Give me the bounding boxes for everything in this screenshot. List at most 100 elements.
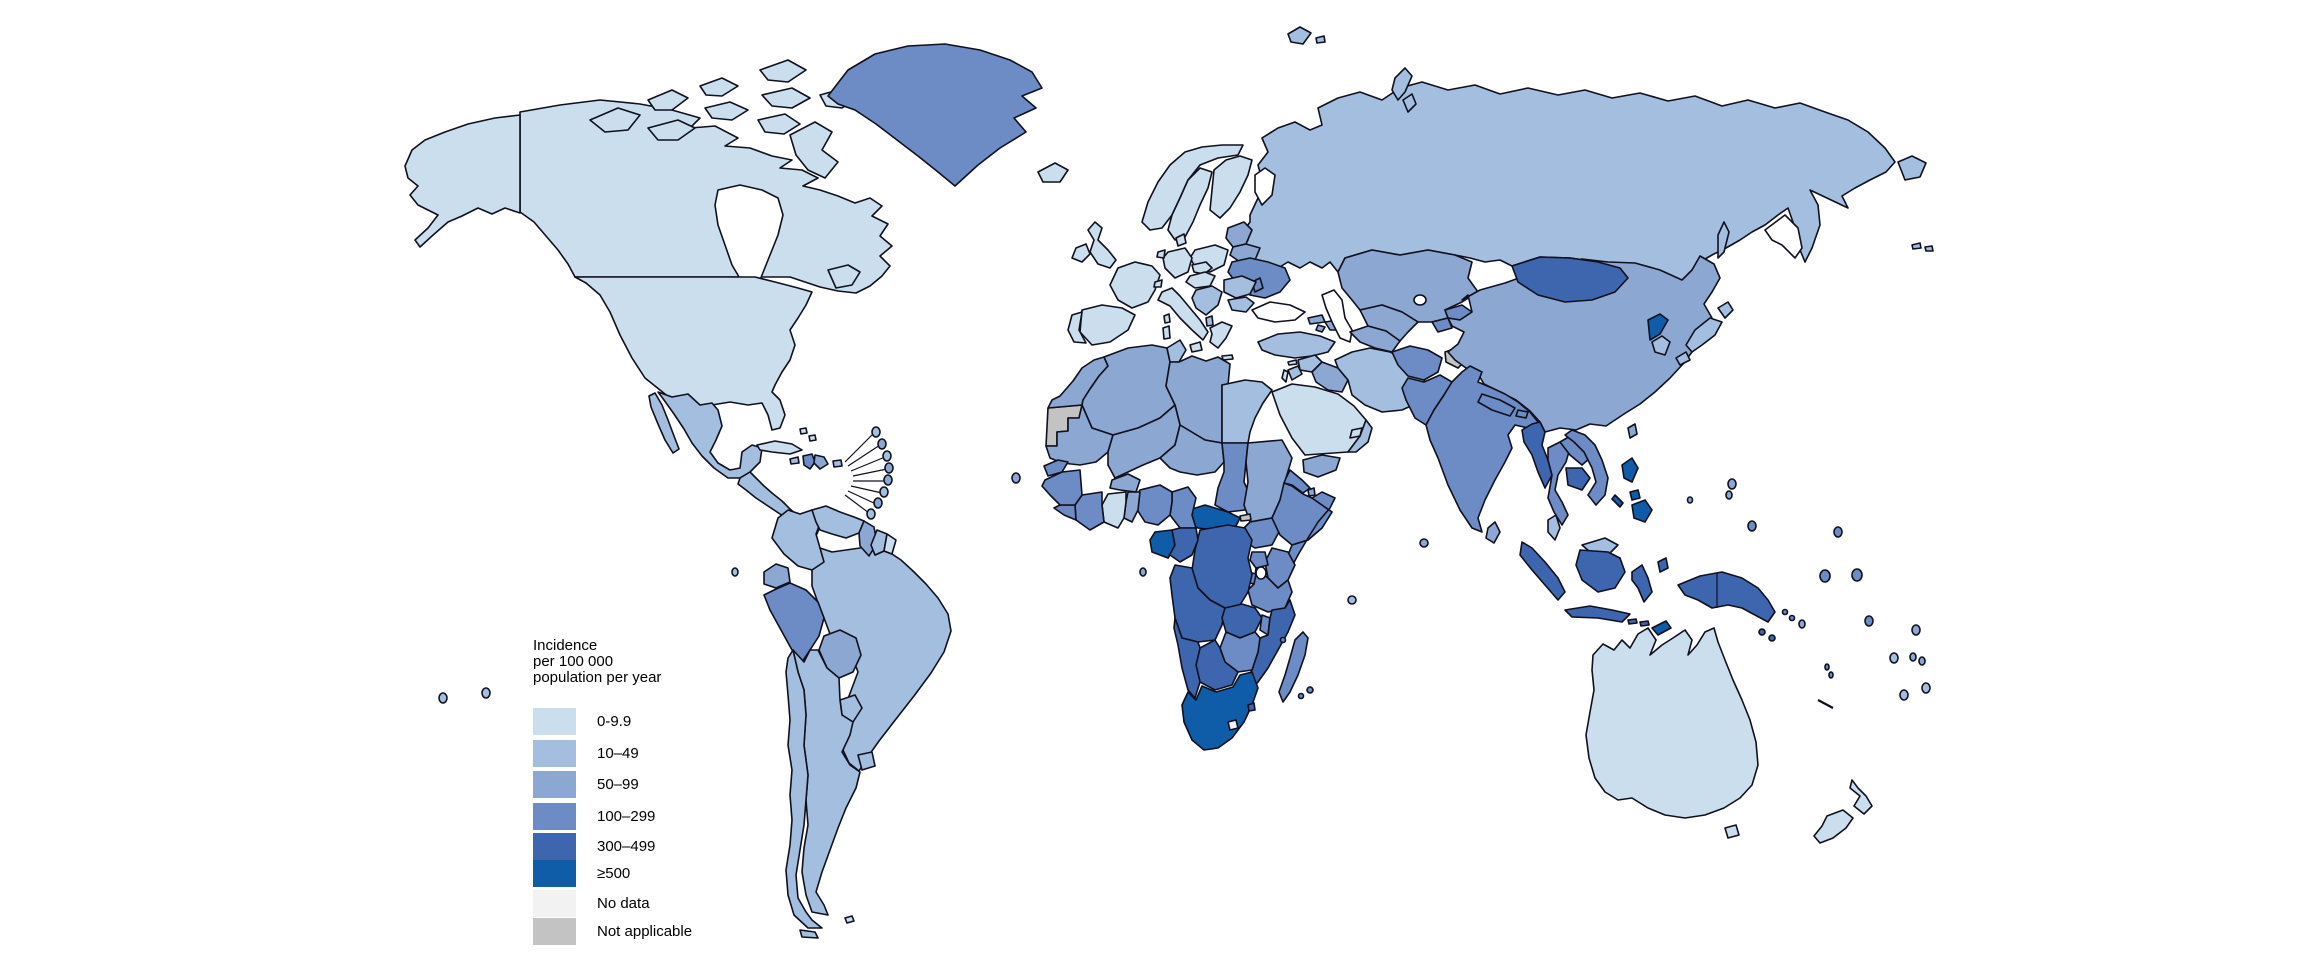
philippines-mindanao bbox=[1631, 499, 1653, 523]
country-sweden bbox=[1167, 167, 1213, 241]
country-greece bbox=[1209, 321, 1233, 349]
lake-victoria bbox=[1255, 566, 1267, 580]
country-yemen bbox=[1302, 454, 1341, 478]
island-newfoundland bbox=[827, 264, 861, 289]
pacific-island-west bbox=[481, 687, 491, 699]
island-tasmania bbox=[1724, 824, 1740, 839]
island-new-caledonia bbox=[1817, 699, 1834, 709]
islands-new-britain bbox=[1768, 634, 1776, 642]
country-australia bbox=[1585, 627, 1759, 819]
country-cuba bbox=[756, 440, 803, 455]
arctic-island bbox=[647, 89, 689, 111]
country-vietnam bbox=[1564, 429, 1609, 506]
country-uruguay bbox=[857, 751, 876, 771]
country-turkey bbox=[1257, 331, 1336, 359]
country-mauritania bbox=[1045, 404, 1114, 466]
japan-hokkaido bbox=[1717, 301, 1734, 319]
region-chukotka bbox=[1897, 155, 1927, 181]
country-timor-leste bbox=[1651, 620, 1672, 636]
country-south-korea bbox=[1651, 335, 1671, 356]
country-netherlands bbox=[1156, 249, 1166, 259]
country-mongolia bbox=[1511, 256, 1629, 303]
arctic-islet bbox=[1911, 242, 1922, 250]
island-antilles bbox=[879, 486, 889, 498]
arctic-island bbox=[699, 77, 739, 97]
white-sea bbox=[1254, 167, 1276, 206]
islands-lesser-sunda bbox=[1639, 620, 1650, 627]
legend-swatch-10-49 bbox=[533, 740, 576, 767]
pacific-island bbox=[1909, 652, 1917, 662]
islands-vanuatu bbox=[1828, 671, 1834, 679]
country-tajikistan bbox=[1431, 317, 1453, 333]
hudson-bay bbox=[714, 184, 784, 293]
country-nigeria bbox=[1135, 484, 1173, 526]
aral-sea bbox=[1413, 294, 1427, 306]
legend-label: 300–499 bbox=[597, 838, 656, 855]
region-guinea-sierra-leone bbox=[1041, 469, 1083, 506]
indonesia-sumatra bbox=[1519, 541, 1566, 601]
mexico-baja bbox=[648, 392, 680, 454]
islands-comoros bbox=[1279, 636, 1287, 644]
country-greenland bbox=[827, 43, 1043, 187]
island-novaya-zemlya bbox=[1402, 93, 1417, 113]
island-antilles bbox=[883, 474, 893, 486]
islands-bahamas bbox=[799, 427, 808, 435]
country-north-korea bbox=[1647, 313, 1669, 341]
island-corsica bbox=[1163, 313, 1171, 324]
pacific-island bbox=[1911, 624, 1921, 636]
country-romania bbox=[1223, 275, 1257, 299]
country-suriname bbox=[870, 529, 888, 556]
legend-title: Incidence per 100 000 population per yea… bbox=[533, 638, 773, 686]
callout-line bbox=[850, 485, 883, 494]
country-alaska bbox=[404, 114, 521, 248]
legend-swatch-500plus bbox=[533, 860, 576, 887]
country-canada bbox=[519, 99, 893, 294]
country-italy bbox=[1157, 287, 1209, 341]
legend-label: 100–299 bbox=[597, 808, 656, 825]
callout-line bbox=[847, 490, 877, 505]
malaysia-peninsula bbox=[1547, 514, 1561, 541]
islands-galapagos bbox=[731, 567, 739, 577]
islands-svalbard bbox=[1287, 26, 1312, 45]
country-nepal bbox=[1477, 393, 1516, 417]
country-burkina-faso bbox=[1109, 473, 1141, 493]
country-bhutan bbox=[1515, 409, 1529, 419]
country-tunisia bbox=[1166, 339, 1187, 363]
country-eswatini bbox=[1247, 702, 1256, 712]
legend-label: No data bbox=[597, 895, 650, 912]
country-senegal bbox=[1043, 459, 1069, 477]
callout-line bbox=[850, 456, 886, 472]
island-sardinia bbox=[1162, 325, 1171, 340]
legend-title-line3: population per year bbox=[533, 669, 662, 686]
legend: Incidence per 100 000 population per yea… bbox=[533, 638, 773, 945]
island-mauritius bbox=[1306, 686, 1314, 694]
islands-svalbard bbox=[1315, 35, 1326, 44]
island-palau bbox=[1686, 496, 1694, 504]
country-ecuador bbox=[763, 563, 791, 589]
pacific-island bbox=[1747, 520, 1757, 532]
indonesia-sulawesi bbox=[1631, 564, 1653, 603]
callout-line bbox=[844, 494, 870, 514]
country-czech-slovakia bbox=[1191, 261, 1213, 275]
country-djibouti bbox=[1307, 487, 1316, 497]
island-tierra-del-fuego bbox=[799, 929, 819, 939]
arctic-island bbox=[757, 113, 801, 135]
country-lesotho bbox=[1227, 719, 1239, 731]
japan-honshu bbox=[1685, 317, 1723, 353]
island-sao-tome bbox=[1139, 567, 1147, 577]
pacific-island bbox=[1864, 615, 1874, 627]
islands-bougainville bbox=[1758, 628, 1766, 636]
legend-label: 10–49 bbox=[597, 745, 639, 762]
legend-label: ≥500 bbox=[597, 865, 631, 882]
country-usa bbox=[574, 276, 813, 431]
country-venezuela bbox=[811, 505, 865, 539]
callout-line bbox=[852, 468, 888, 477]
island-sicily bbox=[1189, 341, 1203, 353]
legend-title-line1: Incidence bbox=[533, 637, 598, 654]
country-mexico bbox=[657, 391, 763, 479]
country-denmark bbox=[1175, 233, 1187, 247]
arctic-island bbox=[704, 101, 749, 121]
island-antilles bbox=[873, 497, 883, 509]
country-france bbox=[1109, 261, 1161, 309]
